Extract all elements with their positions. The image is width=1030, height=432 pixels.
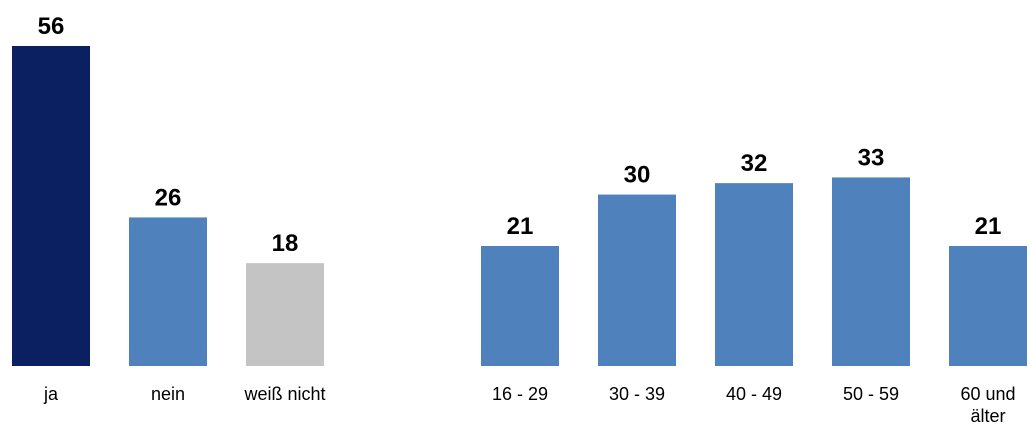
data-label: 56 [38, 13, 65, 40]
category-label: nein [151, 384, 185, 404]
category-label: 16 - 29 [492, 384, 548, 404]
bar [715, 183, 793, 366]
category-label: 50 - 59 [843, 384, 899, 404]
data-label: 33 [858, 144, 885, 171]
category-label: 60 und älter [960, 384, 1015, 426]
data-label: 30 [624, 162, 651, 189]
chart-group-1: 56 ja 26 nein 18 weiß nicht [12, 13, 326, 404]
data-label: 21 [507, 213, 534, 240]
bar [246, 263, 324, 366]
bar [129, 217, 207, 366]
data-label: 18 [272, 230, 299, 257]
data-label: 26 [155, 184, 182, 211]
bar [598, 194, 676, 366]
category-label: 40 - 49 [726, 384, 782, 404]
data-label: 21 [975, 213, 1002, 240]
bar [481, 246, 559, 366]
data-label: 32 [741, 150, 768, 177]
bar [12, 46, 90, 366]
category-label: ja [43, 384, 59, 404]
chart-group-2: 21 16 - 29 30 30 - 39 32 40 - 49 33 50 - 59 21 60… [481, 144, 1027, 426]
bar [832, 177, 910, 366]
category-label: 30 - 39 [609, 384, 665, 404]
bar [949, 246, 1027, 366]
category-label: weiß nicht [243, 384, 325, 404]
